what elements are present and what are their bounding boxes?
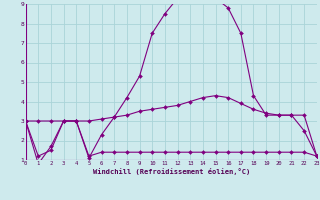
X-axis label: Windchill (Refroidissement éolien,°C): Windchill (Refroidissement éolien,°C)	[92, 168, 250, 175]
